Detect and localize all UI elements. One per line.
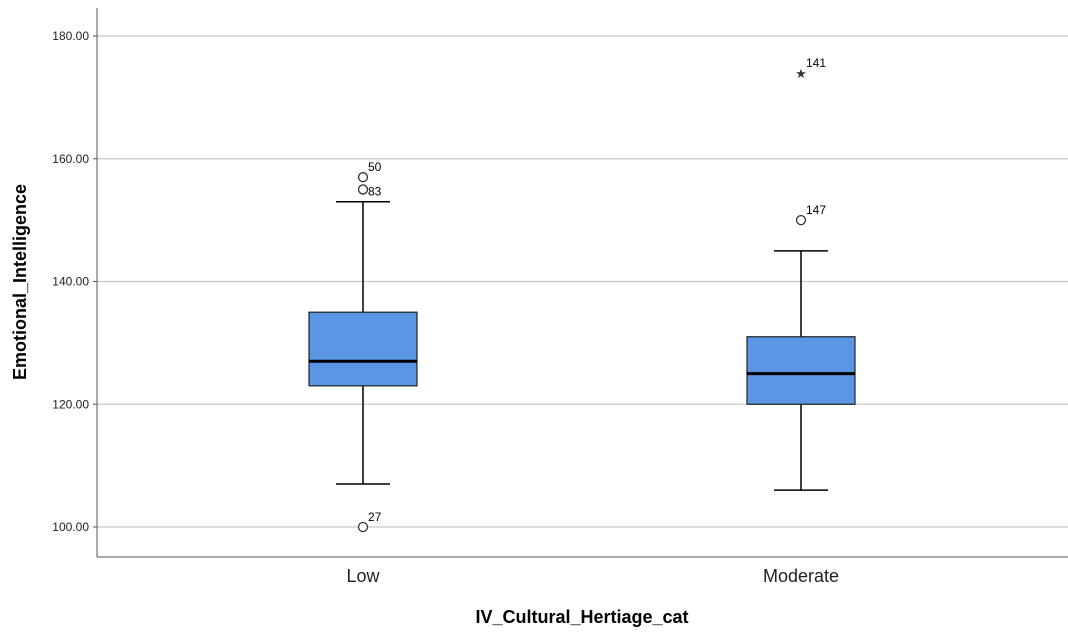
- y-tick-label: 120.00: [52, 397, 89, 411]
- y-tick-label: 160.00: [52, 152, 89, 166]
- y-tick-label: 140.00: [52, 275, 89, 289]
- y-tick-label: 100.00: [52, 520, 89, 534]
- outlier-label: 50: [368, 160, 382, 174]
- outlier-label: 141: [806, 56, 826, 70]
- x-axis-title: IV_Cultural_Hertiage_cat: [475, 607, 688, 627]
- outlier-label: 147: [806, 203, 826, 217]
- outlier-label: 27: [368, 510, 382, 524]
- outlier-label: 83: [368, 185, 382, 199]
- y-axis-title: Emotional_Intelligence: [10, 184, 30, 380]
- box-group: 50 83 27: [308, 160, 418, 533]
- y-tick-labels: 100.00 120.00 140.00 160.00 180.00: [52, 29, 89, 534]
- iqr-box: [308, 311, 418, 387]
- boxes: 50 83 27 ★141 147: [308, 56, 856, 533]
- extreme-outlier-point: ★: [795, 67, 807, 82]
- y-tick-label: 180.00: [52, 29, 89, 43]
- outlier-point: [795, 214, 807, 226]
- outlier-point: [357, 521, 369, 533]
- axes: [96, 8, 1068, 558]
- box-group: ★141 147: [746, 56, 856, 491]
- outlier-point: [357, 172, 369, 183]
- x-category-labels: Low Moderate: [346, 566, 839, 586]
- x-category-label: Moderate: [763, 566, 839, 586]
- iqr-box: [746, 336, 856, 405]
- x-category-label: Low: [346, 566, 380, 586]
- gridlines: [93, 35, 1068, 528]
- outlier-point: [357, 184, 369, 195]
